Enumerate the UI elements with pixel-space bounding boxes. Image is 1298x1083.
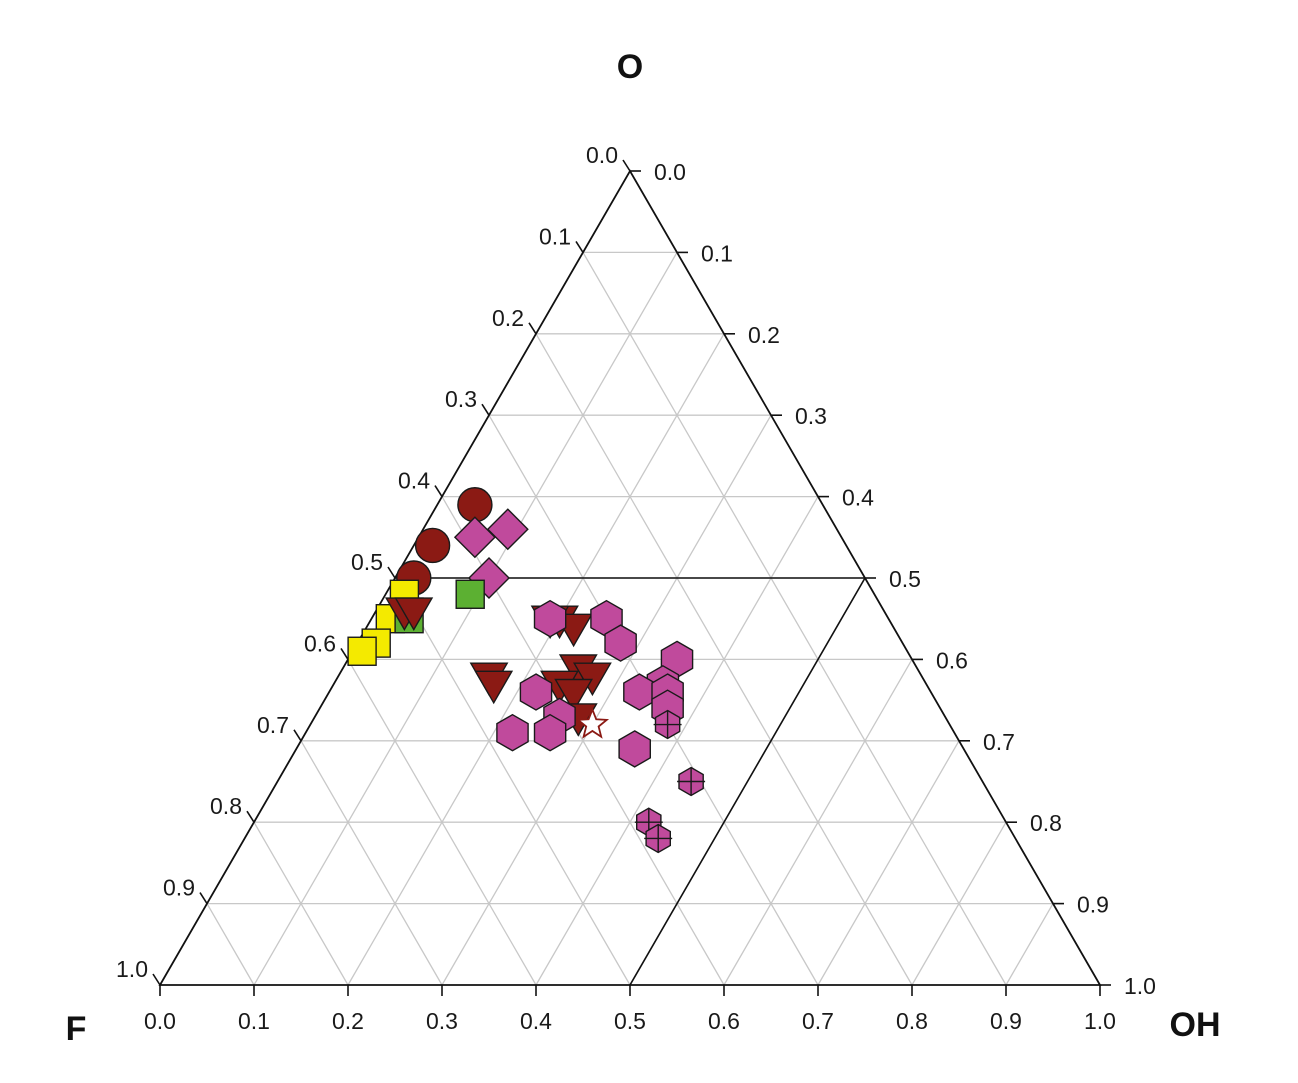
tick-label-bottom: 0.5: [614, 1008, 646, 1034]
tick-label-right: 0.4: [842, 485, 874, 511]
tick-label-right: 0.5: [889, 566, 921, 592]
data-point-hexagon: [533, 599, 567, 638]
data-point-hexagon-cross: [644, 823, 673, 854]
tick-label-left: 0.4: [398, 468, 430, 494]
corner-label-right: OH: [1170, 1006, 1221, 1044]
tick-label-bottom: 0.4: [520, 1008, 552, 1034]
data-point-triangle-down: [554, 678, 594, 713]
data-point-triangle-down: [474, 670, 514, 705]
corner-label-top: O: [617, 48, 643, 86]
tick-label-right: 0.0: [654, 159, 686, 185]
grid-line-f: [394, 577, 631, 986]
marker-shape: [533, 713, 567, 752]
marker-shape: [533, 599, 567, 638]
grid-line-f: [206, 903, 255, 986]
marker-shape: [604, 624, 637, 662]
data-point-hexagon: [618, 730, 651, 768]
marker-shape: [554, 678, 594, 713]
tick-labels: 0.0 1.0 1.0 0.1 0.9 0.9 0.2 0.8 0.8 0.3 0.7 0.7 0.4 0…: [116, 142, 1156, 1034]
marker-shape: [453, 516, 496, 559]
tick-label-bottom: 0.3: [426, 1008, 458, 1034]
tick-label-bottom: 0.2: [332, 1008, 364, 1034]
data-point-hexagon: [519, 673, 553, 711]
tick-label-bottom: 0.8: [896, 1008, 928, 1034]
marker-shape: [496, 713, 529, 752]
marker-shape: [519, 673, 553, 711]
data-point-square: [347, 636, 377, 666]
tick-mark-left: [387, 566, 396, 579]
data-point-hexagon: [533, 713, 567, 752]
tick-mark-left: [246, 810, 255, 823]
tick-label-bottom: 0.9: [990, 1008, 1022, 1034]
tick-mark-left: [575, 240, 584, 253]
marker-shape: [394, 597, 434, 631]
data-point-circle: [414, 527, 451, 564]
tick-label-left: 1.0: [116, 956, 148, 982]
tick-label-left: 0.7: [257, 712, 289, 738]
grid-line-oh: [817, 740, 960, 986]
marker-shape: [455, 579, 485, 609]
tick-mark-left: [434, 485, 443, 498]
data-point-square: [455, 579, 485, 609]
tick-mark-left: [152, 973, 161, 986]
tick-mark-left: [199, 892, 208, 905]
tick-label-left: 0.6: [304, 630, 336, 656]
grid-line-f: [347, 659, 537, 986]
tick-label-bottom: 0.1: [238, 1008, 270, 1034]
tick-label-bottom: 0.0: [144, 1008, 176, 1034]
tick-mark-left: [481, 403, 490, 416]
data-point-hexagon: [496, 713, 529, 752]
grid-line-f: [300, 740, 443, 986]
data-point-hexagon: [604, 624, 637, 662]
marker-shape: [486, 508, 529, 551]
tick-mark-left: [340, 647, 349, 660]
corner-label-left: F: [66, 1010, 87, 1048]
marker-shape: [474, 670, 514, 705]
tick-label-left: 0.9: [163, 875, 195, 901]
data-points: [347, 487, 706, 854]
tick-label-right: 0.3: [795, 403, 827, 429]
tick-label-right: 0.1: [701, 240, 733, 266]
data-point-triangle-down: [394, 597, 434, 631]
tick-label-right: 0.9: [1077, 892, 1109, 918]
marker-shape: [618, 730, 651, 768]
tick-label-left: 0.2: [492, 305, 524, 331]
marker-shape: [414, 527, 451, 564]
marker-shape: [347, 636, 377, 666]
tick-label-left: 0.0: [586, 142, 618, 168]
tick-label-right: 0.8: [1030, 810, 1062, 836]
grid-line-f: [535, 333, 913, 986]
grid-line-oh: [441, 414, 772, 986]
grid-line-f: [582, 252, 1007, 986]
data-point-diamond: [453, 516, 496, 559]
tick-mark-left: [293, 729, 302, 742]
tick-mark-left: [528, 322, 537, 335]
tick-label-right: 0.6: [936, 647, 968, 673]
divider-line: [629, 577, 866, 986]
grid-lines: [206, 251, 1054, 986]
tick-label-right: 0.2: [748, 322, 780, 348]
tick-mark-left: [622, 159, 631, 172]
grid-line-oh: [253, 252, 678, 986]
tick-label-left: 0.8: [210, 793, 242, 819]
data-point-star-open: [575, 707, 610, 739]
tick-label-right: 0.7: [983, 729, 1015, 755]
data-point-diamond: [486, 508, 529, 551]
data-point-hexagon-cross: [677, 766, 706, 797]
tick-label-left: 0.3: [445, 386, 477, 412]
data-point-hexagon-cross: [653, 709, 682, 740]
marker-shape: [575, 707, 610, 739]
tick-label-bottom: 1.0: [1084, 1008, 1116, 1034]
tick-label-left: 0.1: [539, 223, 571, 249]
tick-label-right: 1.0: [1124, 973, 1156, 999]
grid-line-oh: [1005, 903, 1054, 986]
tick-label-bottom: 0.7: [802, 1008, 834, 1034]
grid-line-f: [253, 821, 349, 986]
tick-label-left: 0.5: [351, 549, 383, 575]
tick-label-bottom: 0.6: [708, 1008, 740, 1034]
